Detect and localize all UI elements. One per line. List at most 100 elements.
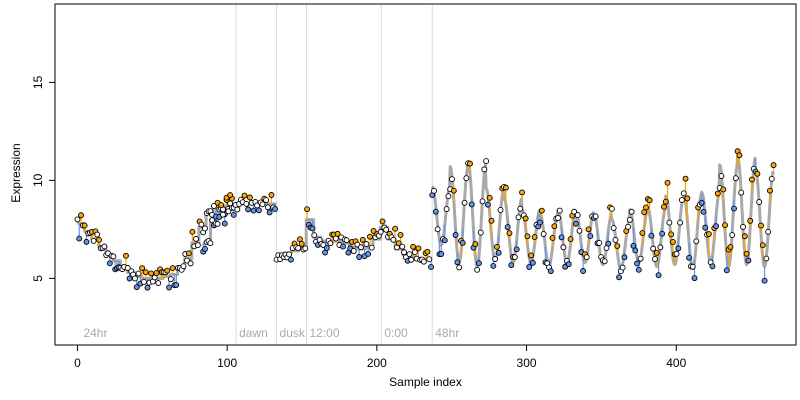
data-point: [255, 207, 262, 214]
data-point: [727, 244, 734, 250]
data-point: [668, 231, 675, 238]
data-point: [390, 236, 397, 243]
data-point: [411, 249, 418, 256]
data-point: [481, 166, 488, 173]
data-point: [461, 199, 468, 206]
data-point: [551, 223, 558, 230]
data-point: [765, 228, 772, 235]
data-point: [459, 239, 466, 246]
data-point: [490, 263, 497, 269]
data-point: [76, 235, 83, 242]
data-point: [397, 232, 404, 238]
data-point: [732, 175, 739, 182]
data-point: [370, 227, 377, 234]
data-point: [202, 246, 208, 252]
data-point: [723, 267, 730, 274]
data-point: [367, 233, 373, 240]
data-point: [583, 254, 590, 261]
data-point: [187, 260, 194, 267]
data-point: [655, 272, 662, 279]
data-point: [705, 231, 712, 237]
data-point: [140, 279, 147, 285]
data-point: [529, 259, 536, 266]
data-point: [272, 206, 279, 212]
data-point: [452, 232, 459, 238]
data-point: [359, 236, 366, 243]
data-point: [327, 240, 334, 247]
data-point: [383, 226, 390, 233]
data-point: [756, 199, 763, 205]
data-point: [646, 197, 653, 204]
data-point: [286, 251, 293, 258]
data-point: [207, 240, 214, 247]
data-point: [449, 176, 455, 183]
data-point: [193, 235, 199, 242]
x-tick-label: 300: [517, 356, 537, 370]
data-point: [377, 228, 384, 235]
data-point: [702, 224, 709, 231]
data-point: [142, 269, 149, 276]
data-point: [350, 248, 357, 254]
data-point: [214, 220, 221, 227]
annotation-label: 0:00: [384, 326, 408, 340]
data-point: [483, 158, 490, 165]
data-point: [484, 201, 491, 208]
data-point: [731, 205, 737, 212]
data-point: [189, 228, 196, 235]
y-axis: 5 10 15: [31, 75, 55, 282]
data-point: [426, 256, 433, 263]
data-point: [592, 213, 599, 220]
data-point: [343, 237, 350, 244]
data-point: [632, 247, 639, 254]
data-point: [434, 226, 441, 233]
x-tick-label: 100: [217, 356, 237, 370]
data-point: [549, 235, 556, 241]
data-point: [410, 243, 417, 250]
data-point: [173, 282, 180, 288]
data-point: [729, 232, 736, 238]
data-point: [635, 266, 642, 273]
data-point: [264, 204, 271, 211]
vline-layer: [235, 4, 433, 345]
data-point: [714, 190, 721, 197]
data-point: [736, 152, 743, 159]
data-point: [614, 243, 621, 249]
data-point: [78, 212, 84, 219]
data-point: [198, 221, 205, 228]
data-point: [302, 245, 309, 252]
data-point: [155, 280, 162, 286]
data-point: [513, 246, 520, 253]
data-point: [547, 268, 554, 275]
data-point: [596, 240, 603, 246]
data-point: [605, 240, 612, 247]
data-point: [680, 190, 687, 197]
data-point: [763, 255, 770, 262]
data-point: [492, 256, 499, 262]
data-point: [463, 175, 470, 182]
data-point: [454, 259, 461, 266]
data-point: [135, 270, 142, 277]
data-point: [493, 243, 500, 250]
data-point: [616, 274, 623, 281]
data-point: [475, 260, 482, 267]
y-axis-label: Expression: [9, 143, 23, 202]
data-point: [698, 199, 705, 206]
data-point: [488, 217, 495, 224]
data-point: [673, 250, 680, 257]
data-point: [758, 222, 764, 229]
data-point: [691, 275, 698, 282]
data-point: [225, 208, 232, 215]
data-point: [431, 187, 437, 194]
data-point: [124, 265, 131, 271]
annotation-label: dusk: [280, 326, 306, 340]
data-point: [538, 207, 545, 214]
data-point: [628, 208, 635, 215]
data-point: [358, 244, 364, 251]
data-point: [759, 242, 766, 249]
data-point: [254, 202, 261, 209]
data-point: [506, 230, 513, 237]
data-point: [497, 207, 504, 213]
data-point: [395, 240, 402, 247]
data-point: [531, 234, 538, 241]
